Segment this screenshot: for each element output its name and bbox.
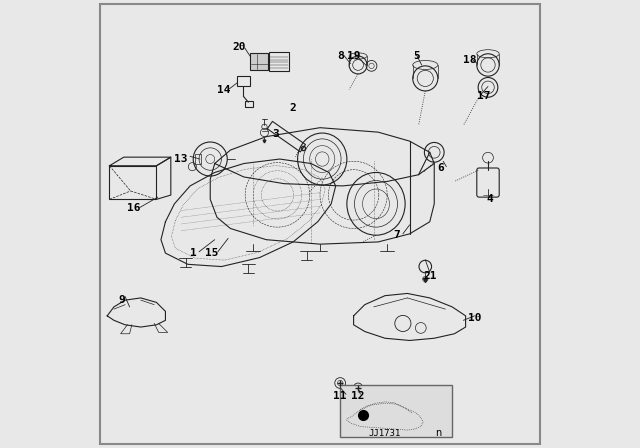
Text: 2: 2 [290, 103, 296, 112]
Text: 14: 14 [217, 85, 230, 95]
Text: 15: 15 [205, 248, 218, 258]
Text: 10: 10 [468, 313, 481, 323]
FancyBboxPatch shape [340, 385, 452, 437]
Text: 13: 13 [174, 154, 188, 164]
Text: n: n [436, 428, 442, 438]
Text: 11: 11 [333, 392, 347, 401]
Text: 16: 16 [127, 203, 141, 213]
Text: 7: 7 [393, 230, 399, 240]
Text: 9: 9 [118, 295, 125, 305]
Text: 18: 18 [463, 56, 477, 65]
Text: JJ1731: JJ1731 [369, 429, 401, 438]
Text: 6: 6 [438, 163, 444, 173]
Text: 12: 12 [351, 392, 365, 401]
Text: 1: 1 [190, 248, 197, 258]
Text: 19: 19 [347, 51, 360, 61]
Text: 5: 5 [413, 51, 420, 61]
Text: 20: 20 [232, 42, 246, 52]
Text: 21: 21 [423, 271, 436, 280]
FancyBboxPatch shape [100, 4, 540, 444]
Text: 3: 3 [272, 129, 278, 139]
Text: 17: 17 [477, 91, 490, 101]
Text: 8: 8 [337, 51, 344, 61]
Text: 4: 4 [487, 194, 493, 204]
FancyBboxPatch shape [250, 53, 269, 70]
